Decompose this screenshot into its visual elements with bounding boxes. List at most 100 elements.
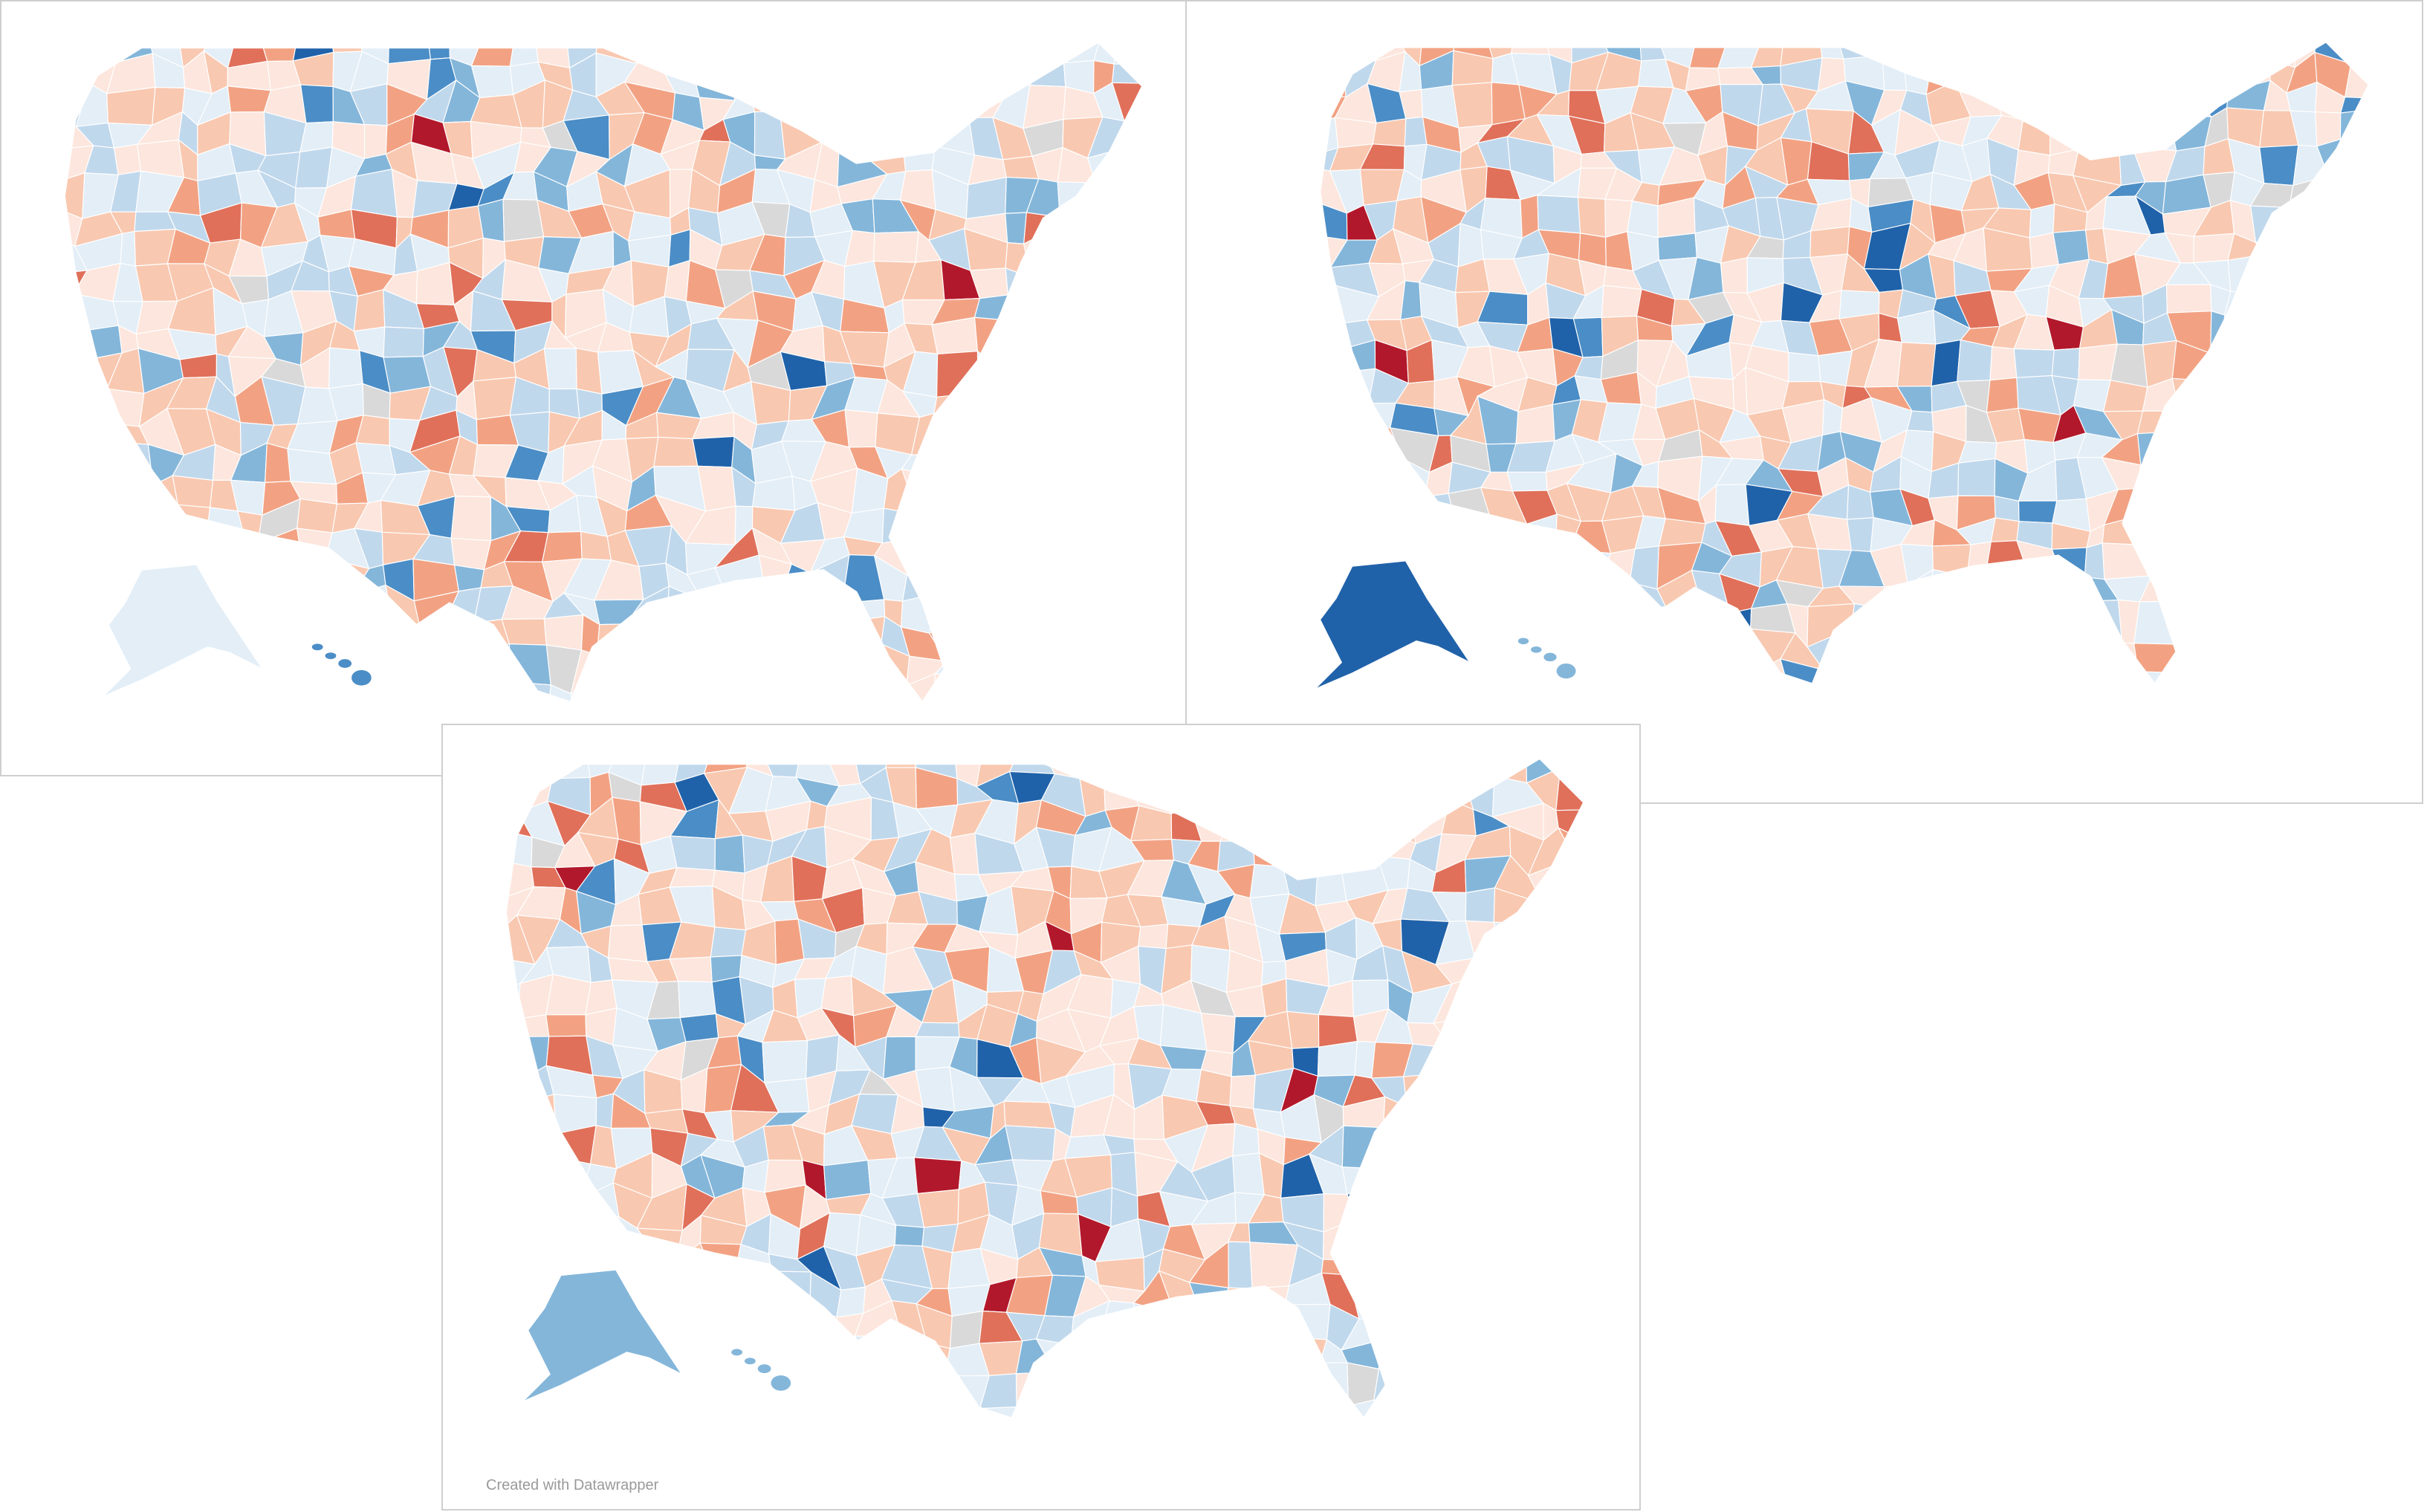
district [1402, 1181, 1447, 1233]
district [788, 42, 817, 62]
district [2251, 366, 2295, 409]
district [959, 681, 1011, 702]
district [1445, 769, 1474, 811]
district [1546, 610, 1580, 643]
district [1513, 544, 1556, 586]
district [1513, 569, 1549, 613]
district [1115, 178, 1143, 219]
district [732, 1271, 774, 1320]
district [838, 120, 873, 160]
district [1402, 1160, 1451, 1193]
district [1902, 53, 1931, 95]
district [64, 382, 81, 422]
district [1691, 637, 1729, 676]
district [1665, 606, 1703, 639]
district [1158, 758, 1209, 773]
district [2171, 568, 2207, 608]
district [1492, 1187, 1535, 1221]
district [961, 556, 1008, 604]
district [505, 1223, 525, 1259]
district [1470, 1034, 1514, 1074]
hawaii-island [311, 643, 323, 651]
district [2021, 657, 2064, 684]
district [230, 569, 270, 606]
district [1894, 661, 1928, 684]
district [64, 596, 80, 635]
district [1560, 1373, 1584, 1404]
district [836, 1286, 866, 1318]
district [743, 1317, 775, 1349]
district [1281, 1398, 1322, 1418]
district [1023, 212, 1061, 245]
district [1320, 42, 1343, 66]
district [1233, 1360, 1266, 1405]
district [2199, 61, 2238, 100]
district [1103, 758, 1144, 780]
district [505, 1309, 535, 1346]
district [505, 770, 528, 813]
district [1467, 1329, 1498, 1380]
district [1096, 627, 1126, 660]
district [1864, 658, 1914, 684]
district [1468, 1301, 1498, 1349]
district [867, 126, 904, 160]
district [1361, 487, 1406, 531]
district [1083, 290, 1124, 335]
district [1260, 978, 1288, 1018]
district [1361, 517, 1404, 543]
district [1104, 1397, 1135, 1418]
district [1234, 1390, 1266, 1418]
district [1192, 1346, 1235, 1363]
district [1893, 597, 1937, 646]
district [1112, 626, 1143, 660]
district [290, 584, 338, 627]
district [1526, 947, 1575, 993]
district [502, 198, 545, 242]
district [2171, 397, 2208, 442]
district [872, 85, 908, 130]
district [977, 392, 1002, 421]
district [2052, 601, 2081, 646]
district [328, 347, 363, 389]
district [1343, 773, 1385, 804]
district [989, 588, 1040, 630]
district [1528, 922, 1572, 955]
district [1431, 1246, 1479, 1291]
district [1196, 1068, 1232, 1106]
district [1906, 410, 1934, 432]
district [2284, 576, 2327, 606]
district [1089, 348, 1132, 395]
district [2281, 291, 2331, 324]
district [716, 42, 759, 71]
district [670, 835, 716, 871]
district [1364, 661, 1407, 684]
district [474, 681, 513, 702]
district [378, 652, 412, 679]
district [516, 1014, 550, 1037]
district [2311, 346, 2357, 386]
district [1101, 554, 1133, 600]
district [1538, 884, 1564, 925]
district [1079, 758, 1110, 780]
district [2294, 659, 2323, 684]
district [1985, 629, 2022, 661]
district [1451, 598, 1491, 643]
district [2084, 542, 2105, 580]
district [699, 600, 736, 635]
district [1896, 342, 1937, 387]
district [900, 42, 946, 62]
district [1556, 1097, 1584, 1129]
district [1192, 1320, 1228, 1349]
district [74, 418, 114, 448]
district [64, 348, 90, 397]
district [1462, 1129, 1509, 1173]
district [1121, 382, 1143, 418]
country-outline [1319, 41, 2370, 686]
districts [505, 758, 1584, 1418]
district [2281, 424, 2331, 475]
map [505, 757, 1585, 1420]
district [1838, 658, 1870, 684]
district [299, 557, 326, 600]
district [2102, 114, 2150, 149]
district [2348, 635, 2369, 669]
